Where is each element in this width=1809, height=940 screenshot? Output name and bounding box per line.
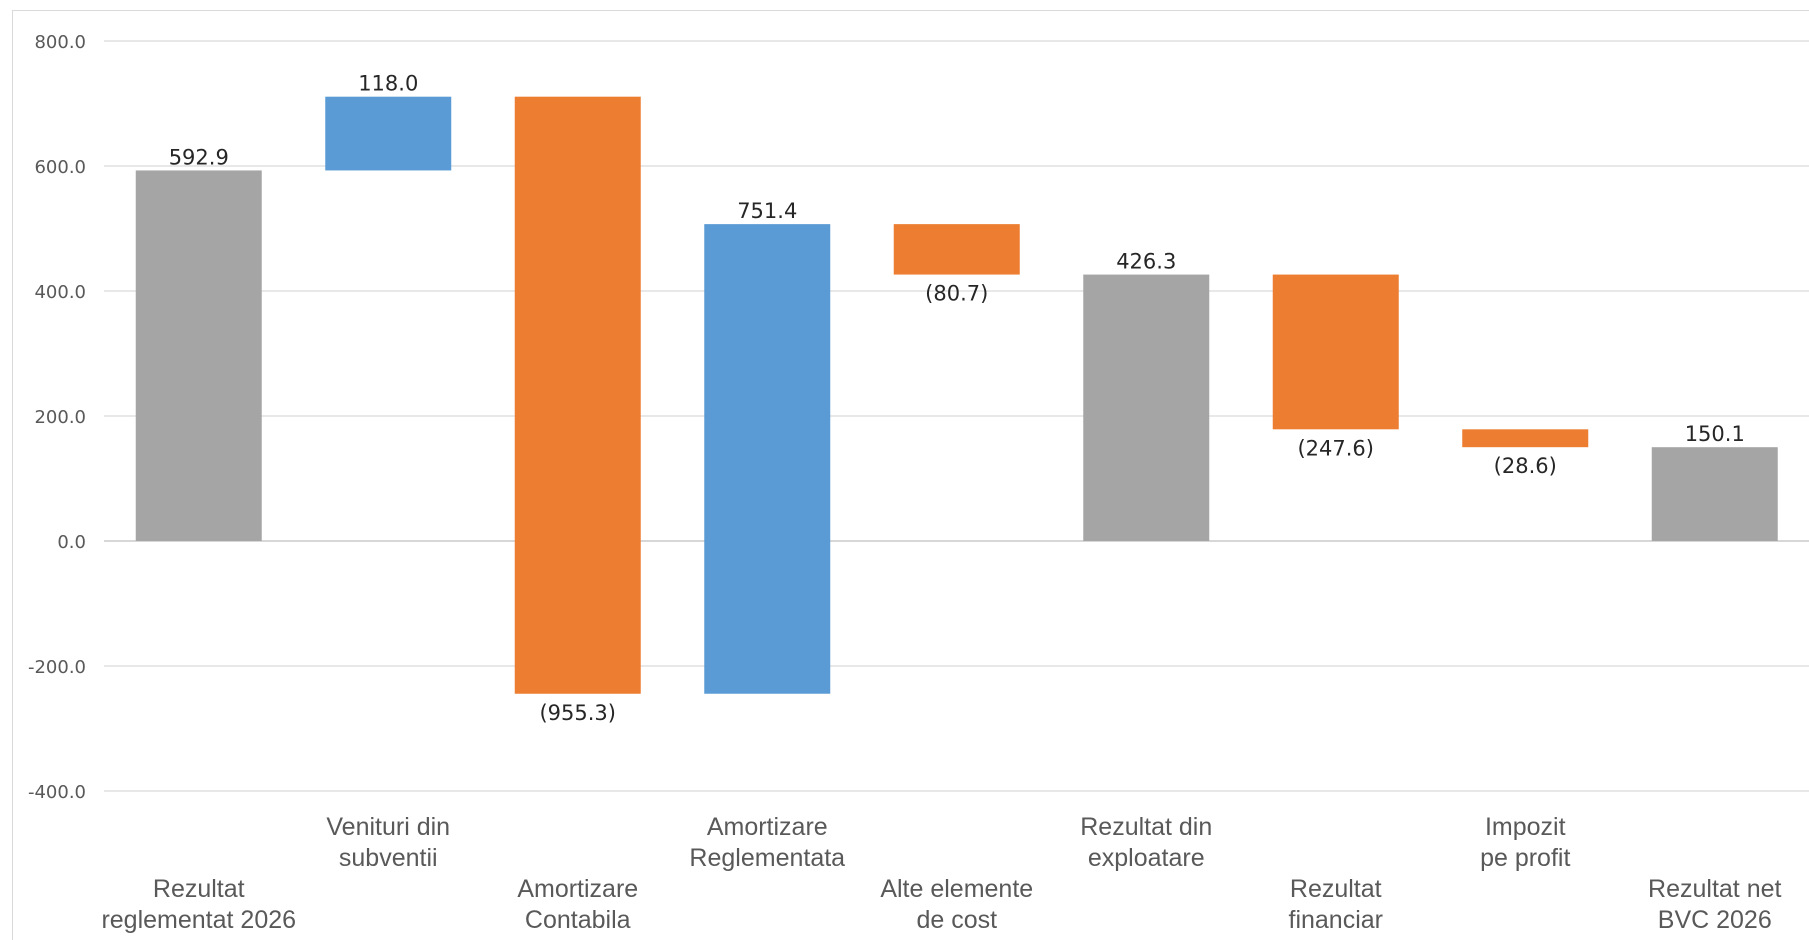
bar-total — [1083, 274, 1210, 541]
category-label: reglementat 2026 — [101, 906, 296, 934]
bar-decrease — [893, 224, 1020, 275]
y-tick-label: 200.0 — [34, 407, 86, 428]
category-label: Rezultat — [1290, 875, 1382, 903]
category-label: Rezultat din — [1080, 813, 1212, 841]
category-label: Contabila — [525, 906, 631, 934]
y-tick-label: 800.0 — [34, 32, 86, 53]
data-label: 751.4 — [737, 199, 797, 223]
y-tick-label: -400.0 — [28, 782, 86, 803]
category-label: subventii — [339, 844, 438, 872]
category-label: Rezultat — [153, 875, 245, 903]
category-label: Rezultat net — [1648, 875, 1781, 903]
category-label: de cost — [916, 906, 997, 934]
category-label: Amortizare — [707, 813, 828, 841]
bar-decrease — [514, 96, 641, 694]
category-label: Impozit — [1485, 813, 1566, 841]
bar-total — [1651, 447, 1778, 541]
y-tick-label: 600.0 — [34, 157, 86, 178]
data-label: (80.7) — [925, 282, 988, 306]
y-tick-label: -200.0 — [28, 657, 86, 678]
data-label: 592.9 — [169, 145, 229, 169]
category-label: BVC 2026 — [1658, 906, 1772, 934]
y-tick-label: 0.0 — [57, 532, 86, 553]
chart-frame — [12, 10, 1809, 940]
data-label: 118.0 — [358, 72, 418, 96]
category-label: pe profit — [1480, 844, 1570, 872]
bar-increase — [325, 96, 452, 171]
data-label: 150.1 — [1685, 422, 1745, 446]
data-label: 426.3 — [1116, 250, 1176, 274]
data-label: (955.3) — [539, 701, 616, 725]
bar-decrease — [1462, 429, 1589, 448]
category-label: Alte elemente — [880, 875, 1033, 903]
category-label: exploatare — [1088, 844, 1205, 872]
bar-decrease — [1272, 274, 1399, 430]
category-label: financiar — [1289, 906, 1384, 934]
category-label: Amortizare — [517, 875, 638, 903]
data-label: (247.6) — [1297, 436, 1374, 460]
bar-total — [135, 170, 262, 541]
y-tick-label: 400.0 — [34, 282, 86, 303]
category-label: Reglementata — [689, 844, 845, 872]
category-label: Venituri din — [326, 813, 450, 841]
bar-increase — [704, 224, 831, 694]
data-label: (28.6) — [1494, 454, 1557, 478]
